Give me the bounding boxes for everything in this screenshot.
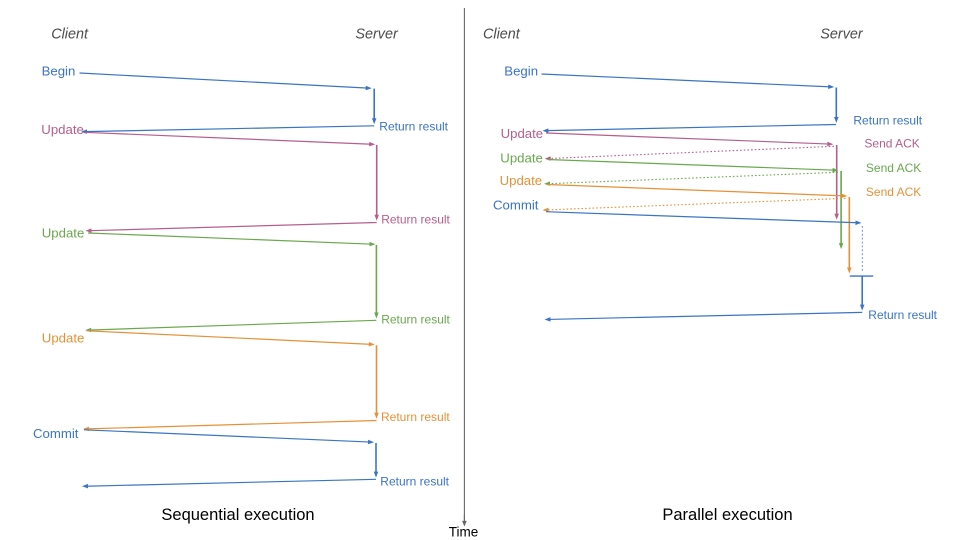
svg-text:Update: Update bbox=[501, 126, 544, 141]
svg-text:Server: Server bbox=[820, 27, 864, 43]
svg-text:Update: Update bbox=[42, 226, 85, 241]
svg-text:Return result: Return result bbox=[868, 308, 937, 322]
svg-text:Return result: Return result bbox=[381, 410, 450, 424]
svg-text:Update: Update bbox=[41, 122, 84, 137]
svg-text:Parallel execution: Parallel execution bbox=[662, 506, 792, 524]
svg-text:Return result: Return result bbox=[380, 475, 449, 489]
svg-text:Update: Update bbox=[500, 173, 543, 188]
svg-text:Return result: Return result bbox=[853, 113, 922, 127]
svg-text:Return result: Return result bbox=[381, 313, 450, 327]
svg-text:Send ACK: Send ACK bbox=[866, 161, 921, 175]
svg-text:Return result: Return result bbox=[379, 120, 448, 134]
svg-text:Begin: Begin bbox=[42, 63, 76, 78]
svg-text:Send ACK: Send ACK bbox=[864, 137, 919, 151]
svg-text:Begin: Begin bbox=[504, 63, 538, 78]
svg-text:Commit: Commit bbox=[33, 426, 79, 441]
svg-text:Return result: Return result bbox=[381, 212, 450, 226]
svg-text:Client: Client bbox=[483, 27, 521, 43]
svg-text:Commit: Commit bbox=[493, 198, 539, 213]
svg-text:Update: Update bbox=[500, 151, 543, 166]
svg-text:Sequential execution: Sequential execution bbox=[161, 506, 314, 524]
svg-text:Time: Time bbox=[449, 525, 479, 540]
svg-text:Update: Update bbox=[42, 330, 85, 345]
svg-text:Server: Server bbox=[355, 27, 399, 43]
svg-text:Client: Client bbox=[51, 27, 89, 43]
svg-text:Send ACK: Send ACK bbox=[866, 185, 921, 199]
